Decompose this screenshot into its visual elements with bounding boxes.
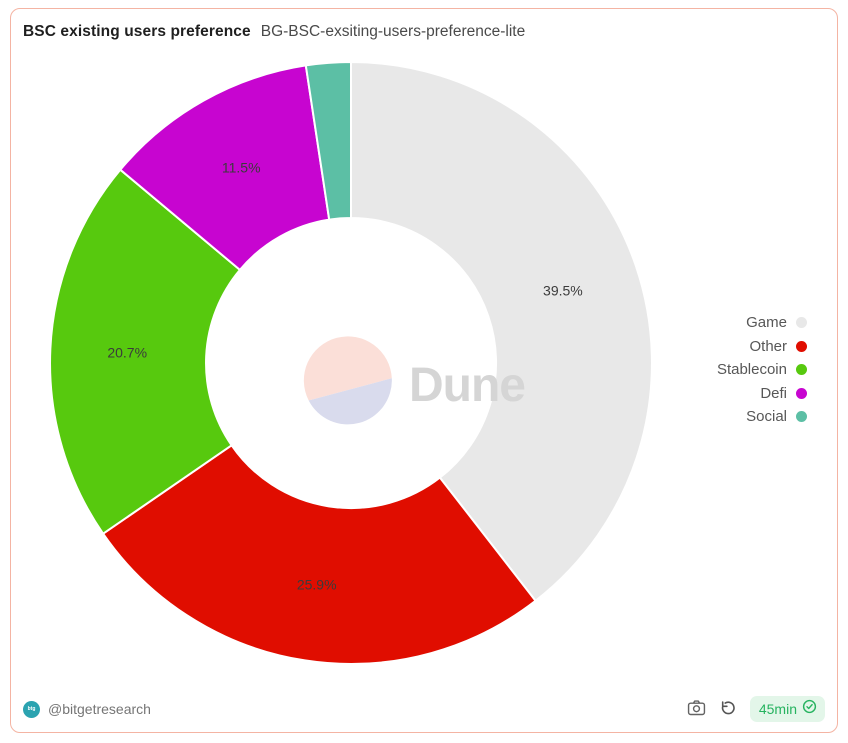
pie-slice-defi[interactable] [119,64,331,271]
legend-label: Defi [760,384,787,402]
pie-slices [49,60,653,665]
legend-label: Social [746,408,787,426]
screenshot-button[interactable] [687,699,706,719]
legend-label: Stablecoin [716,361,787,379]
card-header: BSC existing users preference BG-BSC-exs… [11,9,837,41]
pie-slice-stablecoin[interactable] [49,168,241,535]
slice-percent-label-game: 39.5% [543,282,583,298]
slice-labels: 39.5% 25.9% 20.7% 11.5% [107,160,582,593]
donut-chart: 39.5% 25.9% 20.7% 11.5% Dune [11,9,837,732]
author-handle: @bitgetresearch [48,701,151,717]
legend-item-defi[interactable]: Defi [717,382,807,406]
query-name-link[interactable]: BG-BSC-exsiting-users-preference-lite [260,23,526,40]
legend-swatch [796,387,807,399]
pie-slice-social[interactable] [304,60,352,221]
card-footer: btg @bitgetresearch [23,695,825,723]
author-link[interactable]: btg @bitgetresearch [23,700,151,718]
slice-percent-label-other: 25.9% [297,576,337,592]
refresh-interval-text: 45min [758,701,797,717]
refresh-icon [719,699,737,720]
dune-logo-top-half [303,336,392,401]
refresh-interval-badge: 45min [749,696,825,722]
slice-percent-label-defi: 11.5% [222,160,261,176]
legend-item-social[interactable]: Social [717,405,807,429]
dune-logo-bottom-half [308,378,392,425]
slice-percent-label-stablecoin: 20.7% [107,344,147,360]
legend-swatch [796,340,807,352]
chart-title: BSC existing users preference [23,23,251,40]
legend-swatch [796,317,807,329]
legend-item-stablecoin[interactable]: Stablecoin [717,358,807,382]
refresh-button[interactable] [719,699,737,720]
dune-watermark[interactable]: Dune [303,336,526,425]
pie-slice-other[interactable] [102,444,537,665]
chart-card: BSC existing users preference BG-BSC-exs… [10,8,838,733]
legend-swatch [796,411,807,423]
dune-watermark-text: Dune [409,359,525,412]
pie-slice-game[interactable] [350,61,653,602]
legend-item-other[interactable]: Other [717,335,807,359]
verified-check-icon [797,699,817,719]
legend-label: Other [749,337,787,355]
legend-item-game[interactable]: Game [717,311,807,335]
chart-legend: Game Other Stablecoin Defi Social [717,311,807,429]
legend-label: Game [746,314,787,332]
camera-icon [687,699,706,719]
author-avatar: btg [23,700,40,718]
legend-swatch [796,364,807,376]
footer-controls: 45min [687,696,825,722]
